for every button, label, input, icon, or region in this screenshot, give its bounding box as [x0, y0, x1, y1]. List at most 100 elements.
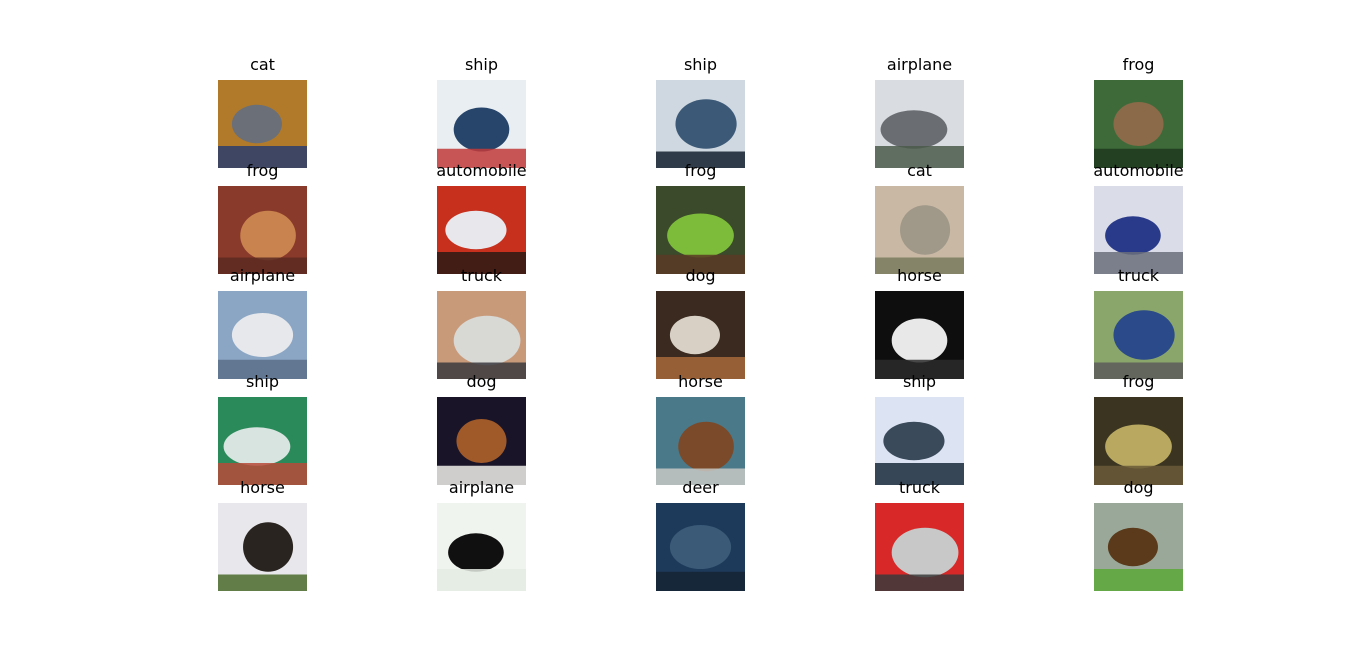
photo-placeholder: [875, 80, 964, 168]
image-label: airplane: [886, 55, 953, 74]
photo-placeholder: [875, 397, 964, 485]
photo-ground: [1094, 148, 1183, 168]
image-thumbnail: [218, 291, 307, 379]
photo-subject: [240, 210, 296, 261]
image-label: truck: [1117, 266, 1160, 285]
image-thumbnail: [218, 397, 307, 485]
photo-subject: [883, 421, 945, 461]
image-thumbnail: [218, 80, 307, 168]
image-thumbnail: [437, 186, 526, 274]
photo-placeholder: [218, 186, 307, 274]
photo-subject: [891, 318, 948, 363]
photo-ground: [656, 468, 745, 485]
photo-ground: [656, 357, 745, 379]
photo-placeholder: [656, 397, 745, 485]
image-label: ship: [683, 55, 718, 74]
image-label: frog: [684, 161, 717, 180]
photo-subject: [667, 213, 734, 258]
image-label: cat: [907, 161, 932, 180]
image-label: frog: [1122, 55, 1155, 74]
photo-ground: [875, 146, 964, 168]
photo-placeholder: [1094, 397, 1183, 485]
photo-placeholder: [656, 291, 745, 379]
image-thumbnail: [1094, 291, 1183, 379]
image-label: dog: [466, 372, 497, 391]
photo-ground: [1094, 362, 1183, 379]
photo-placeholder: [875, 186, 964, 274]
image-label: truck: [460, 266, 503, 285]
image-label: cat: [250, 55, 275, 74]
photo-subject: [453, 315, 521, 366]
image-thumbnail: [1094, 186, 1183, 274]
image-thumbnail: [875, 503, 964, 591]
image-label: ship: [464, 55, 499, 74]
photo-subject: [1113, 310, 1175, 360]
image-thumbnail: [875, 186, 964, 274]
photo-ground: [656, 571, 745, 591]
photo-subject: [1105, 424, 1172, 469]
photo-placeholder: [656, 80, 745, 168]
image-thumbnail: [437, 291, 526, 379]
photo-placeholder: [875, 503, 964, 591]
photo-placeholder: [875, 291, 964, 379]
photo-ground: [218, 359, 307, 379]
image-label: truck: [898, 478, 941, 497]
photo-subject: [243, 522, 294, 572]
photo-ground: [437, 362, 526, 379]
image-label: ship: [902, 372, 937, 391]
image-thumbnail: [218, 503, 307, 591]
photo-subject: [678, 421, 734, 472]
photo-subject: [891, 527, 959, 578]
image-thumbnail: [656, 503, 745, 591]
photo-ground: [1094, 252, 1183, 274]
image-label: airplane: [448, 478, 515, 497]
photo-placeholder: [218, 291, 307, 379]
photo-ground: [218, 257, 307, 274]
photo-ground: [656, 151, 745, 168]
image-thumbnail: [1094, 503, 1183, 591]
image-thumbnail: [875, 80, 964, 168]
image-thumbnail: [656, 291, 745, 379]
photo-placeholder: [218, 80, 307, 168]
photo-ground: [218, 463, 307, 485]
photo-placeholder: [437, 503, 526, 591]
photo-placeholder: [437, 291, 526, 379]
image-thumbnail: [218, 186, 307, 274]
image-label: horse: [897, 266, 942, 285]
photo-subject: [1107, 527, 1158, 567]
photo-ground: [1094, 569, 1183, 591]
image-label: frog: [246, 161, 279, 180]
image-thumbnail: [656, 397, 745, 485]
photo-subject: [223, 427, 291, 466]
photo-subject: [675, 99, 737, 149]
photo-ground: [875, 359, 964, 379]
image-label: deer: [682, 478, 719, 497]
image-label: frog: [1122, 372, 1155, 391]
photo-subject: [669, 315, 720, 355]
photo-ground: [875, 257, 964, 274]
image-thumbnail: [656, 80, 745, 168]
photo-placeholder: [218, 503, 307, 591]
photo-placeholder: [1094, 186, 1183, 274]
photo-placeholder: [437, 186, 526, 274]
photo-ground: [437, 148, 526, 168]
image-thumbnail: [1094, 397, 1183, 485]
photo-placeholder: [656, 503, 745, 591]
photo-subject: [231, 104, 282, 144]
image-label: ship: [245, 372, 280, 391]
photo-placeholder: [1094, 80, 1183, 168]
photo-ground: [437, 252, 526, 274]
photo-subject: [880, 110, 948, 149]
photo-subject: [669, 525, 732, 569]
photo-placeholder: [1094, 503, 1183, 591]
image-thumbnail: [437, 397, 526, 485]
photo-ground: [218, 146, 307, 168]
photo-ground: [875, 574, 964, 591]
photo-placeholder: [437, 80, 526, 168]
photo-ground: [875, 463, 964, 485]
photo-ground: [656, 254, 745, 274]
photo-placeholder: [437, 397, 526, 485]
image-thumbnail: [437, 503, 526, 591]
image-label: dog: [1123, 478, 1154, 497]
